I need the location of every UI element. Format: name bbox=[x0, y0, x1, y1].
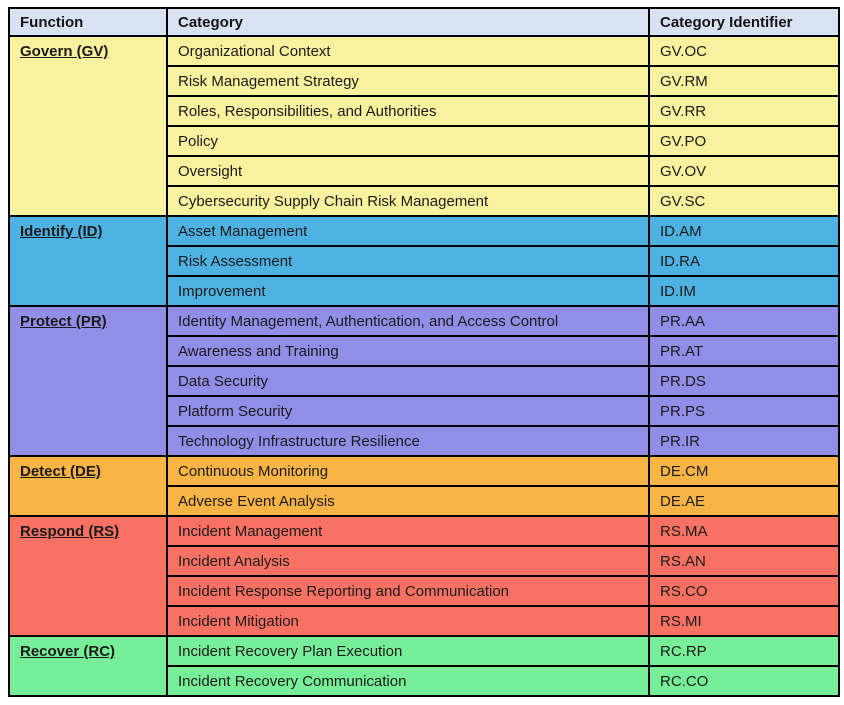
table-row: Incident Response Reporting and Communic… bbox=[9, 575, 840, 607]
category-identifier-cell: DE.CM bbox=[648, 455, 840, 487]
category-cell: Data Security bbox=[166, 365, 650, 397]
category-cell: Policy bbox=[166, 125, 650, 157]
header-category-identifier: Category Identifier bbox=[648, 7, 840, 37]
category-identifier-cell: PR.IR bbox=[648, 425, 840, 457]
category-cell: Organizational Context bbox=[166, 35, 650, 67]
table-row: Roles, Responsibilities, and Authorities… bbox=[9, 95, 840, 127]
category-identifier-cell: PR.DS bbox=[648, 365, 840, 397]
table-row: Identify (ID) Asset Management ID.AM bbox=[8, 215, 840, 307]
category-cell: Incident Recovery Plan Execution bbox=[166, 635, 650, 667]
category-cell: Cybersecurity Supply Chain Risk Manageme… bbox=[166, 185, 650, 217]
category-identifier-cell: GV.RM bbox=[648, 65, 840, 97]
table-row: Cybersecurity Supply Chain Risk Manageme… bbox=[9, 185, 840, 217]
category-identifier-cell: RC.RP bbox=[648, 635, 840, 667]
header-function: Function bbox=[8, 7, 168, 37]
category-identifier-cell: ID.RA bbox=[648, 245, 840, 277]
category-cell: Incident Recovery Communication bbox=[166, 665, 650, 697]
category-identifier-cell: DE.AE bbox=[648, 485, 840, 517]
category-identifier-cell: RC.CO bbox=[648, 665, 840, 697]
category-identifier-cell: GV.OV bbox=[648, 155, 840, 187]
category-cell: Identity Management, Authentication, and… bbox=[166, 305, 650, 337]
table-row: Policy GV.PO bbox=[9, 125, 840, 157]
table-header: Function Category Category Identifier bbox=[8, 7, 840, 37]
table-row: Detect (DE) Continuous Monitoring DE.CM bbox=[8, 455, 840, 517]
table-row: Incident Recovery Communication RC.CO bbox=[9, 665, 840, 697]
category-cell: Roles, Responsibilities, and Authorities bbox=[166, 95, 650, 127]
category-cell: Incident Management bbox=[166, 515, 650, 547]
category-cell: Risk Management Strategy bbox=[166, 65, 650, 97]
category-identifier-cell: GV.PO bbox=[648, 125, 840, 157]
category-identifier-cell: ID.IM bbox=[648, 275, 840, 307]
header-category: Category bbox=[166, 7, 650, 37]
table-row: Risk Management Strategy GV.RM bbox=[9, 65, 840, 97]
table-row: Technology Infrastructure Resilience PR.I… bbox=[9, 425, 840, 457]
table-row: Incident Analysis RS.AN bbox=[9, 545, 840, 577]
function-cell: Recover (RC) bbox=[8, 635, 168, 697]
function-cell: Protect (PR) bbox=[8, 305, 168, 457]
category-cell: Continuous Monitoring bbox=[166, 455, 650, 487]
table-row: Improvement ID.IM bbox=[9, 275, 840, 307]
category-cell: Asset Management bbox=[166, 215, 650, 247]
category-identifier-cell: PR.PS bbox=[648, 395, 840, 427]
function-cell: Detect (DE) bbox=[8, 455, 168, 517]
category-identifier-cell: RS.CO bbox=[648, 575, 840, 607]
category-cell: Platform Security bbox=[166, 395, 650, 427]
category-identifier-cell: ID.AM bbox=[648, 215, 840, 247]
category-identifier-cell: RS.MI bbox=[648, 605, 840, 637]
table-row: Incident Mitigation RS.MI bbox=[9, 605, 840, 637]
table-row: Govern (GV) Organizational Context GV.OC bbox=[8, 35, 840, 217]
category-cell: Oversight bbox=[166, 155, 650, 187]
category-cell: Incident Analysis bbox=[166, 545, 650, 577]
category-identifier-cell: GV.OC bbox=[648, 35, 840, 67]
category-cell: Awareness and Training bbox=[166, 335, 650, 367]
function-cell: Respond (RS) bbox=[8, 515, 168, 637]
category-cell: Technology Infrastructure Resilience bbox=[166, 425, 650, 457]
header-row: Function Category Category Identifier bbox=[8, 7, 840, 37]
category-identifier-cell: PR.AA bbox=[648, 305, 840, 337]
table-row: Protect (PR) Identity Management, Authent… bbox=[8, 305, 840, 457]
function-cell: Identify (ID) bbox=[8, 215, 168, 307]
table-row: Platform Security PR.PS bbox=[9, 395, 840, 427]
category-identifier-cell: RS.AN bbox=[648, 545, 840, 577]
category-cell: Incident Response Reporting and Communic… bbox=[166, 575, 650, 607]
table-row: Data Security PR.DS bbox=[9, 365, 840, 397]
category-cell: Adverse Event Analysis bbox=[166, 485, 650, 517]
table-row: Respond (RS) Incident Management RS.MA bbox=[8, 515, 840, 637]
csf-table: Function Category Category Identifier Go… bbox=[8, 7, 840, 697]
category-cell: Incident Mitigation bbox=[166, 605, 650, 637]
table-row: Risk Assessment ID.RA bbox=[9, 245, 840, 277]
table-row: Oversight GV.OV bbox=[9, 155, 840, 187]
category-cell: Improvement bbox=[166, 275, 650, 307]
table-row: Adverse Event Analysis DE.AE bbox=[9, 485, 840, 517]
table-body: Govern (GV) Organizational Context GV.OC Ri… bbox=[8, 35, 840, 697]
category-identifier-cell: PR.AT bbox=[648, 335, 840, 367]
category-identifier-cell: GV.RR bbox=[648, 95, 840, 127]
table-row: Awareness and Training PR.AT bbox=[9, 335, 840, 367]
category-identifier-cell: GV.SC bbox=[648, 185, 840, 217]
table-row: Recover (RC) Incident Recovery Plan Execu… bbox=[8, 635, 840, 697]
category-cell: Risk Assessment bbox=[166, 245, 650, 277]
category-identifier-cell: RS.MA bbox=[648, 515, 840, 547]
function-cell: Govern (GV) bbox=[8, 35, 168, 217]
